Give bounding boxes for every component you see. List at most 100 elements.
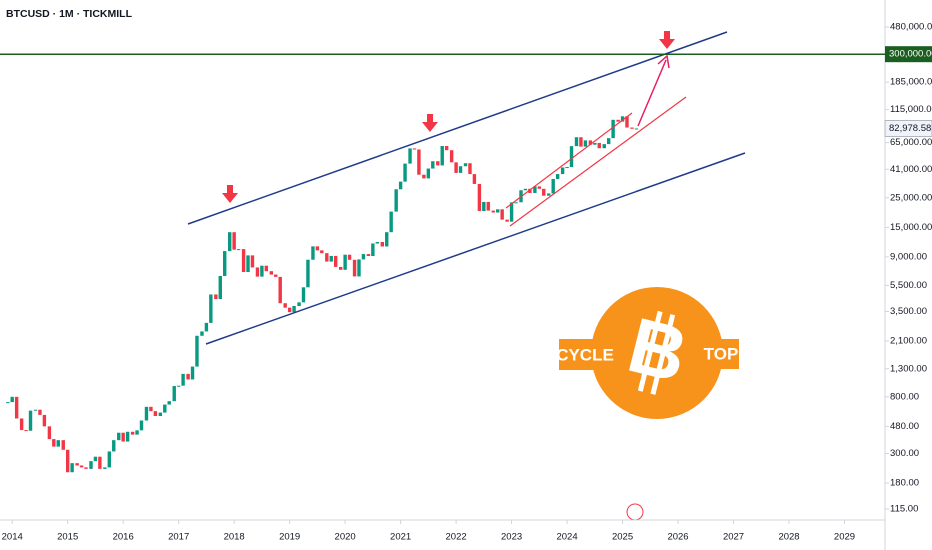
candle (121, 432, 125, 442)
candle (634, 128, 639, 130)
x-tick-label: 2019 (279, 532, 300, 543)
bitcoin-logo (591, 287, 723, 419)
candle (394, 189, 398, 212)
candle (65, 449, 70, 473)
candle (602, 144, 606, 149)
candle (482, 201, 486, 212)
candle (209, 294, 213, 323)
candle (505, 219, 509, 222)
candle (431, 161, 435, 169)
candle (477, 183, 482, 212)
x-tick-label: 2027 (723, 532, 744, 543)
candle (436, 161, 440, 166)
candle (560, 167, 565, 175)
y-tick-label: 5,500.00 (890, 280, 927, 291)
candle (542, 188, 546, 196)
plot-area (6, 116, 639, 473)
candle (241, 249, 246, 273)
channel-lower (205, 152, 746, 345)
candle (278, 276, 282, 304)
x-tick-label: 2014 (2, 532, 23, 543)
drawings: B CYCLE TOP (187, 31, 746, 521)
candle (352, 259, 357, 277)
candle (547, 193, 551, 196)
candle (403, 163, 407, 182)
target-label-box (885, 46, 932, 63)
candle (24, 430, 28, 432)
candle (153, 411, 158, 417)
candle (167, 401, 171, 405)
top-marker (222, 185, 238, 203)
candle (47, 426, 52, 440)
candle (214, 294, 218, 300)
candle (625, 116, 629, 128)
channel-upper (187, 31, 728, 225)
candle (509, 202, 514, 222)
candle (260, 265, 264, 277)
candle (130, 431, 135, 435)
y-tick-label: 300.00 (890, 448, 919, 459)
candle (181, 373, 185, 386)
candle (361, 254, 366, 260)
candle (385, 232, 389, 247)
candle (223, 251, 227, 276)
candle (42, 414, 47, 427)
candle (325, 253, 329, 262)
candle (417, 149, 421, 175)
candle (218, 275, 222, 300)
y-tick-label: 180.00 (890, 478, 919, 489)
candle (472, 174, 477, 184)
candle (28, 410, 33, 431)
x-tick-label: 2015 (57, 532, 78, 543)
y-tick-label: 185,000.00 (890, 77, 932, 88)
x-tick-label: 2021 (390, 532, 411, 543)
candle (606, 138, 611, 145)
candle (264, 265, 269, 272)
candle (287, 307, 292, 313)
candle (412, 148, 417, 150)
candle (463, 163, 468, 167)
candle (89, 461, 93, 469)
candle (200, 331, 204, 336)
candle (311, 246, 315, 260)
y-tick-label: 3,500.00 (890, 306, 927, 317)
candle (250, 255, 255, 268)
candle (408, 148, 412, 164)
candle (93, 456, 98, 462)
candle (84, 467, 88, 469)
candle (186, 373, 190, 380)
candle (255, 267, 260, 277)
y-tick-label: 480,000.00 (890, 22, 932, 33)
logo-bar (637, 310, 663, 392)
candle (246, 255, 250, 273)
candle (496, 209, 500, 213)
candle (144, 406, 149, 421)
candle (190, 366, 195, 380)
y-tick-label: 15,000.00 (890, 222, 932, 233)
x-tick-label: 2020 (335, 532, 356, 543)
candle (389, 211, 393, 233)
candle (343, 254, 347, 270)
y-tick-label: 115.00 (890, 503, 918, 514)
candle (569, 146, 574, 168)
annotation: TOP (704, 344, 739, 363)
candle (422, 174, 426, 179)
candle (297, 302, 301, 306)
candle (315, 246, 320, 251)
annotation: CYCLE (556, 345, 614, 364)
candle (565, 167, 569, 169)
candle (6, 402, 10, 404)
candle (375, 241, 380, 244)
candle (236, 249, 241, 251)
candle (597, 142, 601, 149)
candle (38, 409, 42, 415)
candle (163, 404, 167, 413)
candle (426, 168, 431, 179)
candle (486, 201, 490, 211)
top-marker (422, 114, 438, 132)
candle (228, 232, 232, 252)
y-tick-label: 115,000.00 (890, 104, 932, 115)
candle (366, 254, 371, 257)
candle (583, 140, 588, 147)
candle (528, 188, 532, 193)
